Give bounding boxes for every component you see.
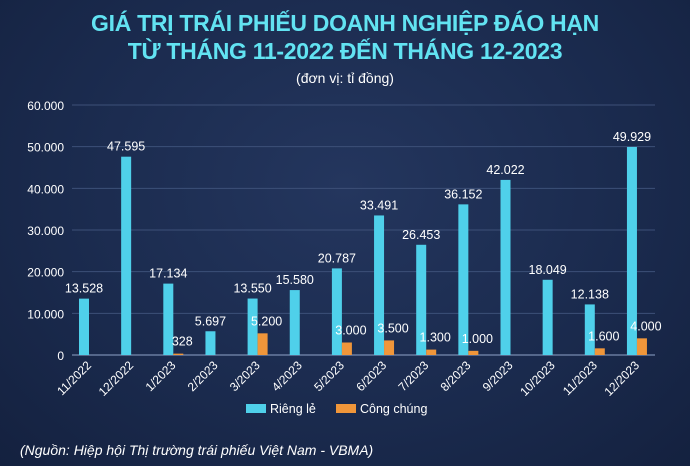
y-tick-label: 20.000 <box>27 266 64 280</box>
x-tick-label: 11/2022 <box>54 358 94 398</box>
bar-cong-chung <box>257 333 268 355</box>
chart-subtitle: (đơn vị: tỉ đồng) <box>296 70 394 86</box>
x-tick-label: 1/2023 <box>143 358 179 394</box>
y-tick-label: 0 <box>57 349 64 363</box>
bar-rieng-le <box>205 331 216 355</box>
bar-rieng-le <box>121 156 132 355</box>
x-tick-label: 2/2023 <box>185 358 221 394</box>
x-tick-label: 12/2023 <box>601 358 642 399</box>
bar-rieng-le <box>458 204 469 355</box>
data-label-cong-chung: 1.300 <box>420 331 451 345</box>
chart-title-line2: TỪ THÁNG 11-2022 ĐẾN THÁNG 12-2023 <box>127 38 563 64</box>
legend-label: Riêng lẻ <box>270 402 316 416</box>
bar-cong-chung <box>173 353 184 355</box>
data-label-rieng-le: 49.929 <box>613 130 651 144</box>
bar-cong-chung <box>468 350 479 355</box>
x-tick-label: 3/2023 <box>227 358 263 394</box>
data-label-rieng-le: 13.528 <box>65 282 103 296</box>
data-label-rieng-le: 47.595 <box>107 140 145 154</box>
bar-cong-chung <box>636 338 647 355</box>
data-label-cong-chung: 3.000 <box>335 324 366 338</box>
x-tick-label: 7/2023 <box>395 358 431 394</box>
bar-rieng-le <box>584 304 595 355</box>
bar-cong-chung <box>594 348 605 355</box>
bar-rieng-le <box>416 244 427 355</box>
data-label-rieng-le: 18.049 <box>529 263 567 277</box>
y-tick-label: 10.000 <box>27 307 64 321</box>
bar-cong-chung <box>341 342 352 355</box>
bar-rieng-le <box>542 279 553 355</box>
bar-rieng-le <box>247 298 258 355</box>
x-tick-label: 9/2023 <box>480 358 516 394</box>
x-tick-label: 6/2023 <box>353 358 389 394</box>
x-tick-label: 11/2023 <box>560 358 600 398</box>
data-label-cong-chung: 1.600 <box>588 329 619 343</box>
bar-rieng-le <box>331 268 342 355</box>
bar-rieng-le <box>500 179 511 355</box>
data-label-cong-chung: 328 <box>172 335 193 349</box>
chart-title: GIÁ TRỊ TRÁI PHIẾU DOANH NGHIỆP ĐÁO HẠN <box>91 10 599 36</box>
y-tick-label: 50.000 <box>27 141 64 155</box>
x-tick-label: 5/2023 <box>311 358 347 394</box>
data-label-rieng-le: 15.580 <box>276 273 314 287</box>
bar-cong-chung <box>426 349 437 355</box>
y-tick-label: 30.000 <box>27 224 64 238</box>
data-label-cong-chung: 4.000 <box>630 319 661 333</box>
bar-rieng-le <box>79 298 89 355</box>
y-tick-label: 60.000 <box>27 99 64 113</box>
legend-label: Công chúng <box>360 402 427 416</box>
legend-swatch <box>336 404 356 413</box>
data-label-rieng-le: 33.491 <box>360 198 398 212</box>
x-tick-label: 8/2023 <box>438 358 474 394</box>
x-tick-label: 12/2022 <box>96 358 137 399</box>
data-label-rieng-le: 12.138 <box>571 287 609 301</box>
data-label-cong-chung: 3.500 <box>377 321 408 335</box>
data-label-rieng-le: 13.550 <box>233 282 271 296</box>
source-note: (Nguồn: Hiệp hội Thị trường trái phiếu V… <box>20 442 374 458</box>
x-tick-label: 4/2023 <box>269 358 305 394</box>
bar-cong-chung <box>384 340 395 355</box>
data-label-rieng-le: 42.022 <box>486 163 524 177</box>
data-label-rieng-le: 17.134 <box>149 267 187 281</box>
bar-rieng-le <box>163 283 174 355</box>
data-label-rieng-le: 20.787 <box>318 251 356 265</box>
data-label-rieng-le: 5.697 <box>195 314 226 328</box>
y-tick-label: 40.000 <box>27 182 64 196</box>
legend-swatch <box>246 404 266 413</box>
bar-rieng-le <box>289 290 300 355</box>
data-label-cong-chung: 5.200 <box>251 314 282 328</box>
bar-rieng-le <box>626 146 637 355</box>
x-tick-label: 10/2023 <box>517 358 558 399</box>
data-label-rieng-le: 26.453 <box>402 228 440 242</box>
bar-rieng-le <box>374 215 385 355</box>
data-label-rieng-le: 36.152 <box>444 187 482 201</box>
data-label-cong-chung: 1.000 <box>462 332 493 346</box>
